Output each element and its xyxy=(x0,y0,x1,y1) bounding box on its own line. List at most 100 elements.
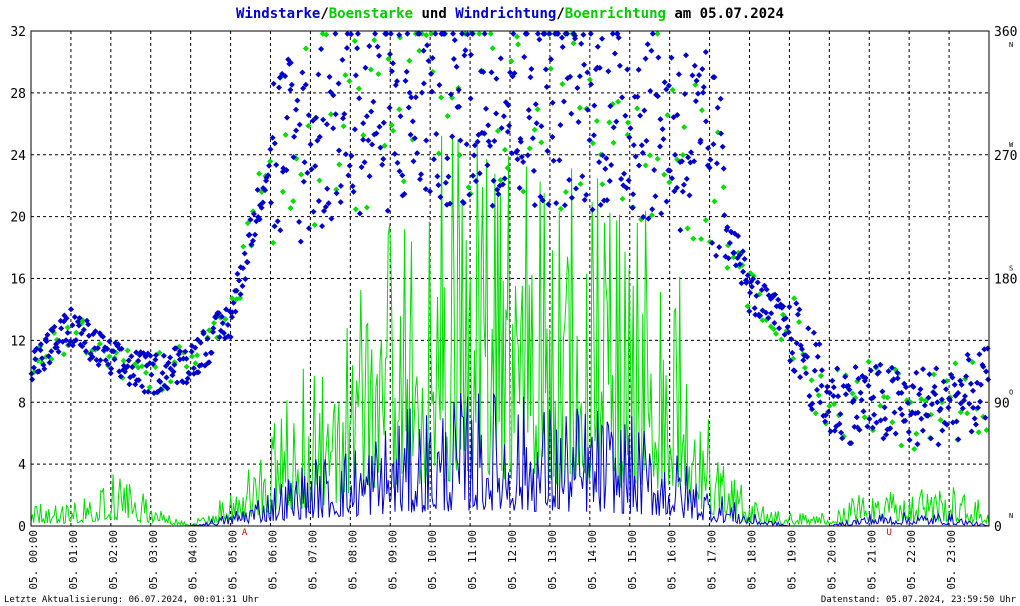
direction-point xyxy=(921,402,928,409)
direction-point xyxy=(126,381,133,388)
direction-point xyxy=(608,162,615,168)
direction-point xyxy=(294,97,301,104)
direction-point xyxy=(402,77,409,84)
direction-point xyxy=(750,275,757,282)
direction-point xyxy=(983,368,990,375)
direction-point xyxy=(784,324,791,330)
direction-point xyxy=(420,80,427,87)
direction-point xyxy=(219,320,226,327)
direction-point xyxy=(190,365,197,372)
direction-point xyxy=(287,205,294,212)
direction-point xyxy=(267,146,274,153)
direction-point xyxy=(808,377,815,384)
direction-point xyxy=(495,128,501,134)
direction-point xyxy=(765,315,772,321)
direction-point xyxy=(689,72,696,79)
direction-point xyxy=(58,325,65,332)
direction-point xyxy=(434,173,441,180)
direction-point xyxy=(189,353,195,360)
direction-point xyxy=(864,423,871,430)
direction-point xyxy=(685,154,692,161)
direction-point xyxy=(789,349,796,356)
direction-point xyxy=(336,161,343,168)
direction-point xyxy=(969,359,976,366)
direction-point xyxy=(437,194,444,200)
direction-point xyxy=(717,95,724,102)
direction-point xyxy=(396,31,403,38)
direction-point xyxy=(611,50,618,57)
direction-point xyxy=(812,410,819,417)
direction-point xyxy=(358,164,365,171)
direction-point xyxy=(865,382,872,389)
direction-point xyxy=(332,30,339,37)
direction-point xyxy=(194,336,201,343)
x-tick-label: 05. 06:00 xyxy=(267,530,280,590)
direction-point xyxy=(652,193,659,200)
direction-point xyxy=(188,348,195,355)
direction-point xyxy=(476,170,483,177)
direction-point xyxy=(266,162,273,169)
direction-point xyxy=(775,296,782,303)
direction-point xyxy=(517,138,524,145)
direction-point xyxy=(327,89,334,95)
direction-point xyxy=(411,135,418,142)
direction-point xyxy=(297,238,304,245)
direction-point xyxy=(311,221,318,228)
x-tick-label: 05. 17:00 xyxy=(706,530,719,590)
direction-point xyxy=(581,196,588,203)
direction-point xyxy=(236,277,243,284)
direction-point xyxy=(836,420,843,427)
direction-point xyxy=(866,415,873,422)
direction-point xyxy=(826,390,833,396)
direction-point xyxy=(254,186,261,193)
direction-point xyxy=(892,430,899,437)
y-left-tick-label: 8 xyxy=(18,396,26,411)
direction-point xyxy=(531,126,538,133)
direction-point xyxy=(719,143,726,150)
sun-marker-a: A xyxy=(242,528,248,538)
footer-left: Letzte Aktualisierung: 06.07.2024, 00:01… xyxy=(4,595,259,605)
direction-point xyxy=(615,98,622,105)
direction-point xyxy=(60,351,67,358)
direction-point xyxy=(966,400,973,407)
direction-point xyxy=(366,173,373,180)
direction-point xyxy=(634,105,641,112)
direction-point xyxy=(390,127,397,134)
direction-point xyxy=(630,191,637,198)
direction-point xyxy=(83,348,89,355)
direction-point xyxy=(711,198,718,205)
direction-point xyxy=(487,142,494,149)
direction-point xyxy=(791,368,798,374)
direction-point xyxy=(620,182,627,189)
direction-point xyxy=(699,107,705,114)
direction-point xyxy=(596,159,603,166)
direction-point xyxy=(360,136,367,143)
direction-point xyxy=(817,399,824,406)
direction-point xyxy=(940,378,947,385)
direction-point xyxy=(491,138,498,144)
direction-point xyxy=(450,56,457,62)
direction-point xyxy=(946,397,953,404)
direction-point xyxy=(416,30,423,37)
direction-point xyxy=(971,415,978,422)
direction-point xyxy=(241,250,248,257)
direction-point xyxy=(363,204,370,211)
x-tick-label: 05. 08:00 xyxy=(346,530,359,590)
direction-point xyxy=(305,122,312,129)
direction-point xyxy=(564,30,571,37)
direction-point xyxy=(239,283,246,289)
direction-point xyxy=(449,133,456,140)
y-right-tick-label: 90 xyxy=(994,396,1010,411)
direction-point xyxy=(508,150,515,157)
direction-point xyxy=(356,95,363,102)
direction-point xyxy=(624,119,631,126)
direction-point xyxy=(348,31,355,38)
direction-point xyxy=(436,82,443,88)
direction-point xyxy=(931,383,938,390)
direction-point xyxy=(645,215,652,222)
direction-point xyxy=(183,363,190,370)
x-tick-label: 05. 01:00 xyxy=(67,530,80,590)
direction-point xyxy=(968,428,975,435)
direction-point xyxy=(586,137,593,144)
direction-point xyxy=(335,80,342,87)
